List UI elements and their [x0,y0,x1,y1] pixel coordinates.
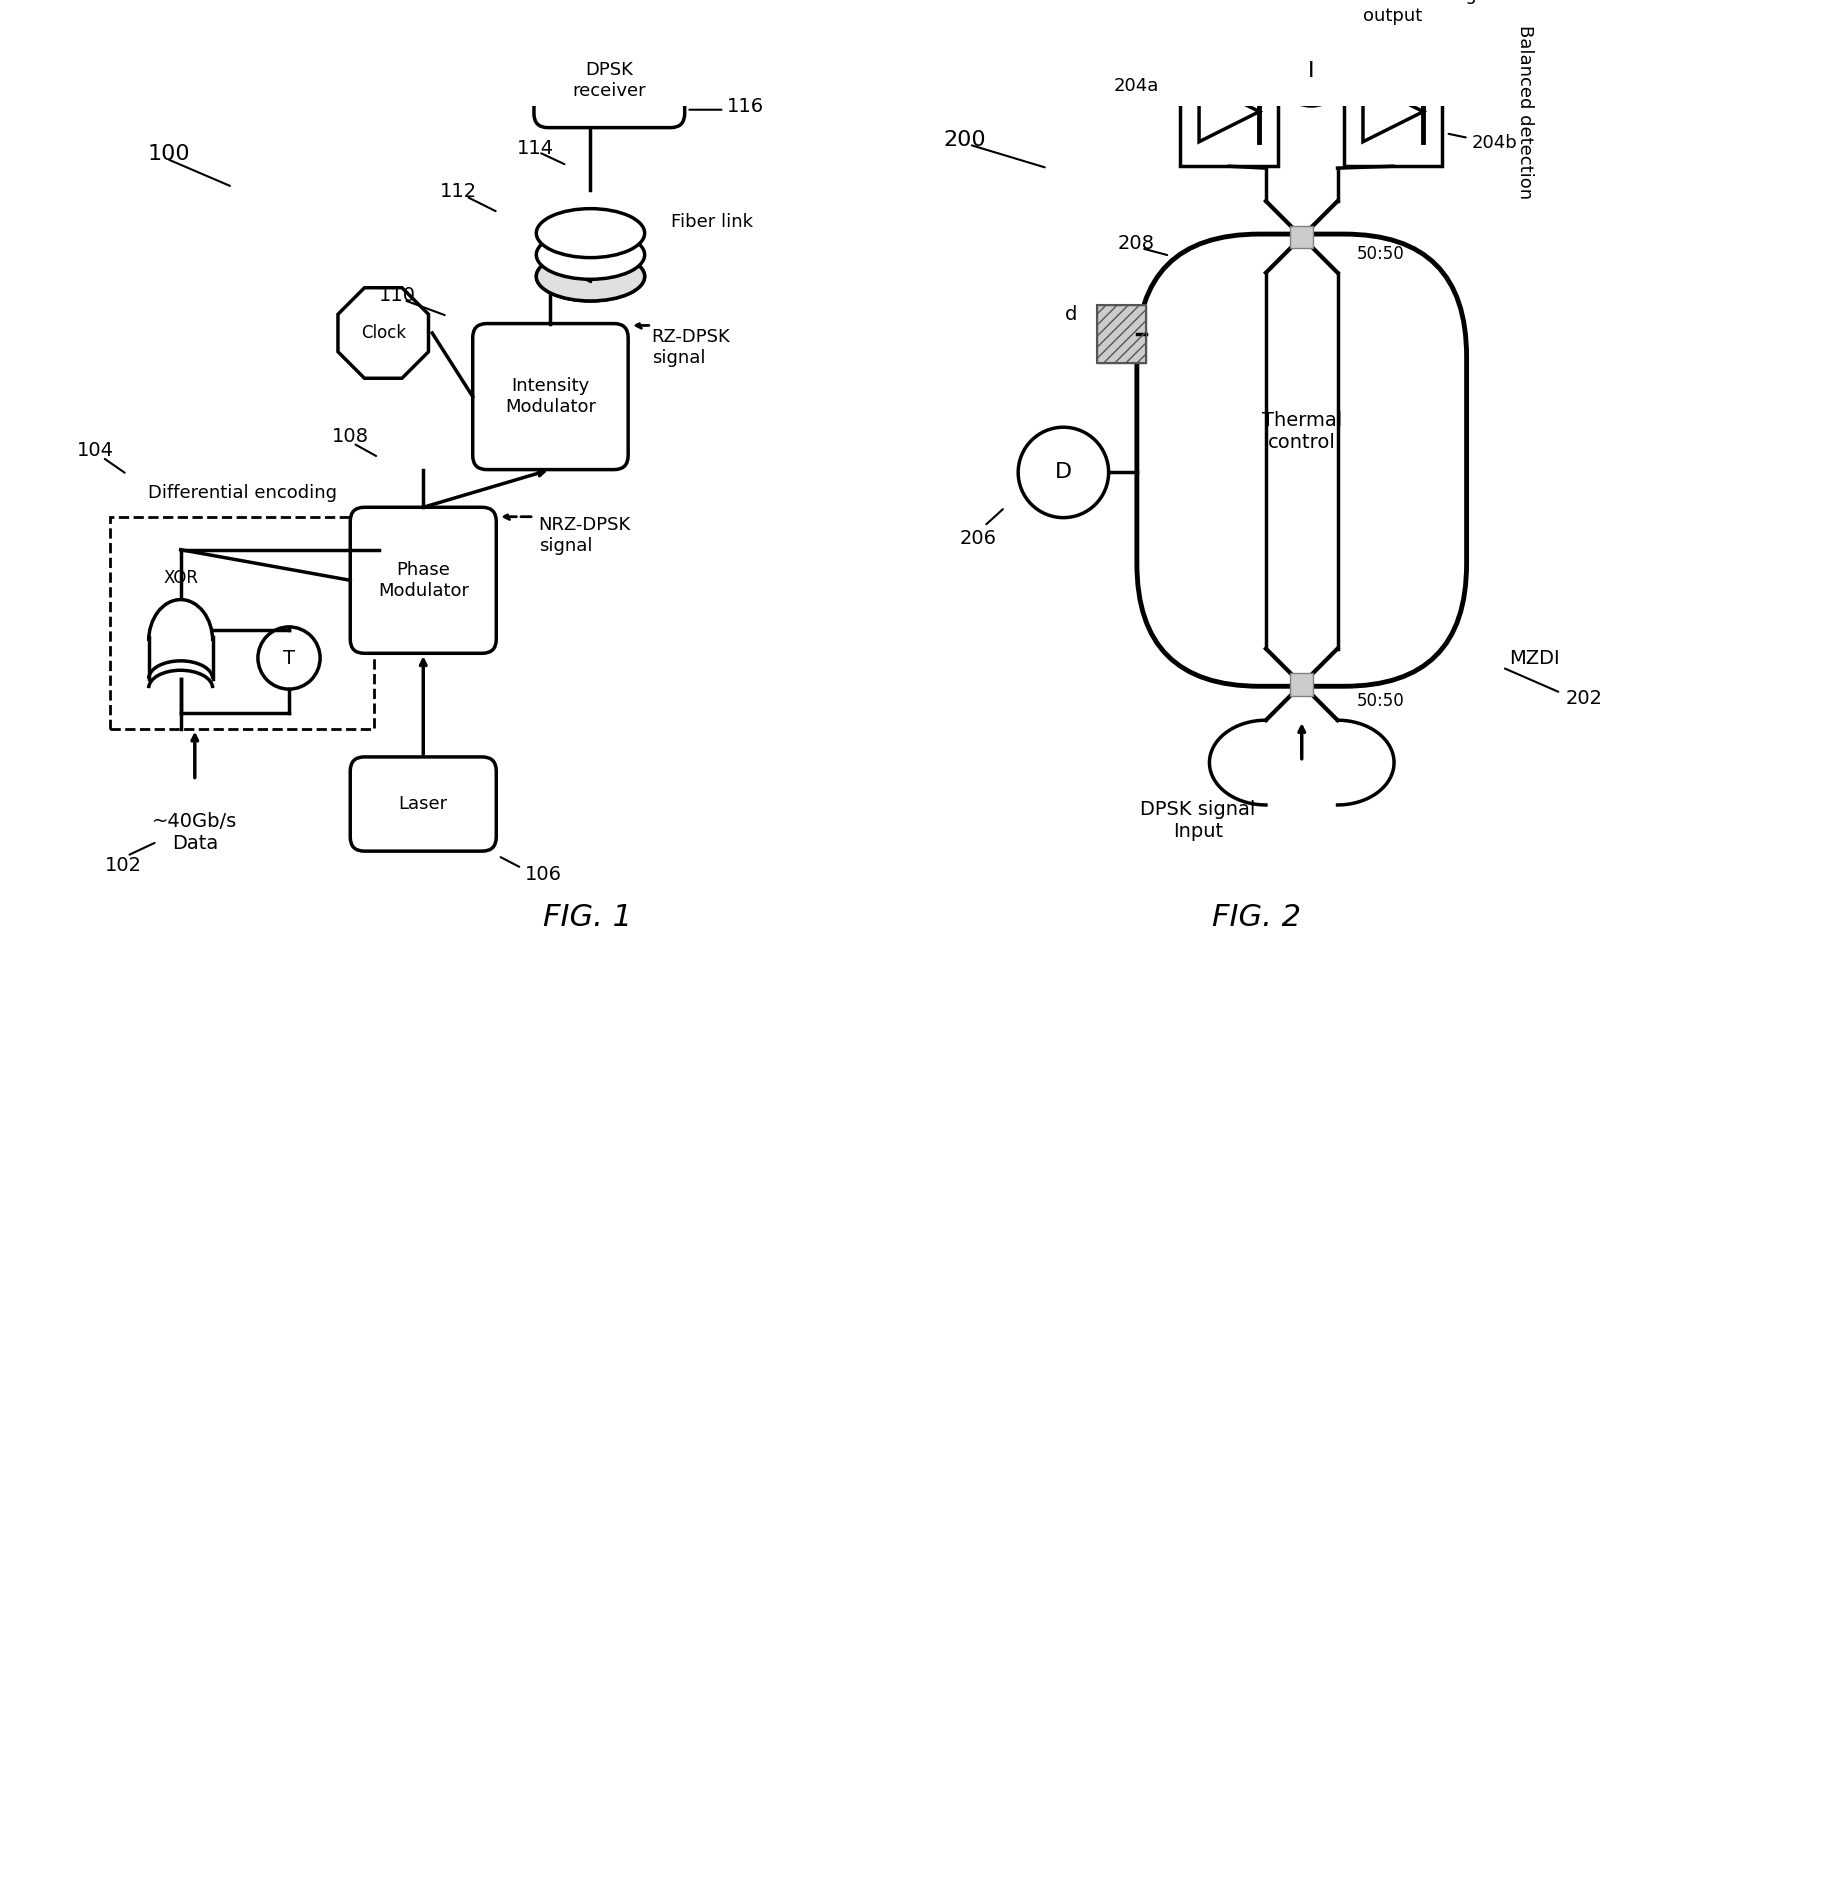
Text: DPSK signal
Input: DPSK signal Input [1140,800,1256,842]
Text: 208: 208 [1117,234,1154,253]
Text: 50:50: 50:50 [1356,245,1404,262]
Text: Clock: Clock [360,323,406,342]
Text: 200: 200 [944,129,986,150]
Text: 114: 114 [517,139,554,158]
Polygon shape [338,287,429,378]
Polygon shape [1363,82,1424,143]
FancyBboxPatch shape [534,34,685,127]
Polygon shape [1199,82,1260,143]
Text: Received signal
output: Received signal output [1363,0,1503,25]
Ellipse shape [536,253,645,300]
Text: 108: 108 [331,428,368,447]
FancyBboxPatch shape [473,323,628,470]
Text: 202: 202 [1566,688,1603,707]
Bar [1345,57,1443,165]
Text: ~40Gb/s
Data: ~40Gb/s Data [151,812,238,854]
Text: 206: 206 [960,528,997,547]
Ellipse shape [536,209,645,259]
Text: I: I [1308,61,1315,82]
Text: 204b: 204b [1472,133,1516,152]
Ellipse shape [536,230,645,279]
FancyBboxPatch shape [1138,234,1467,686]
Ellipse shape [536,253,645,300]
Text: 110: 110 [379,285,416,304]
Text: 204a: 204a [1114,78,1158,95]
Text: MZDI: MZDI [1509,648,1559,667]
Text: Phase
Modulator: Phase Modulator [379,561,469,599]
Circle shape [259,627,320,688]
Text: Thermal
control: Thermal control [1262,411,1343,452]
FancyBboxPatch shape [111,517,373,728]
Text: 104: 104 [78,441,115,460]
Text: XOR: XOR [163,568,198,587]
Text: 100: 100 [148,144,190,163]
Text: 102: 102 [105,855,142,874]
Text: Differential encoding: Differential encoding [148,485,336,502]
Text: 116: 116 [728,97,765,116]
FancyBboxPatch shape [351,757,497,852]
Bar [1097,304,1147,363]
Text: RZ-DPSK
signal: RZ-DPSK signal [652,327,730,367]
Text: d: d [1064,304,1077,323]
Bar [1291,673,1313,696]
Text: Intensity
Modulator: Intensity Modulator [504,376,597,416]
FancyBboxPatch shape [351,508,497,654]
Text: FIG. 2: FIG. 2 [1212,903,1302,931]
Text: FIG. 1: FIG. 1 [543,903,632,931]
Circle shape [1018,428,1108,517]
Text: 106: 106 [525,865,561,884]
Text: 112: 112 [440,182,477,202]
Text: 50:50: 50:50 [1356,692,1404,711]
Text: NRZ-DPSK
signal: NRZ-DPSK signal [539,517,632,555]
Bar [1291,226,1313,249]
Text: D: D [1055,462,1071,483]
Text: Laser: Laser [399,795,447,814]
Text: Fiber link: Fiber link [670,213,752,230]
Bar [1180,57,1278,165]
Text: DPSK
receiver: DPSK receiver [573,61,646,101]
Text: Balanced detection: Balanced detection [1516,25,1535,200]
Circle shape [1276,36,1346,106]
Text: T: T [283,648,296,667]
Bar [1097,304,1147,363]
